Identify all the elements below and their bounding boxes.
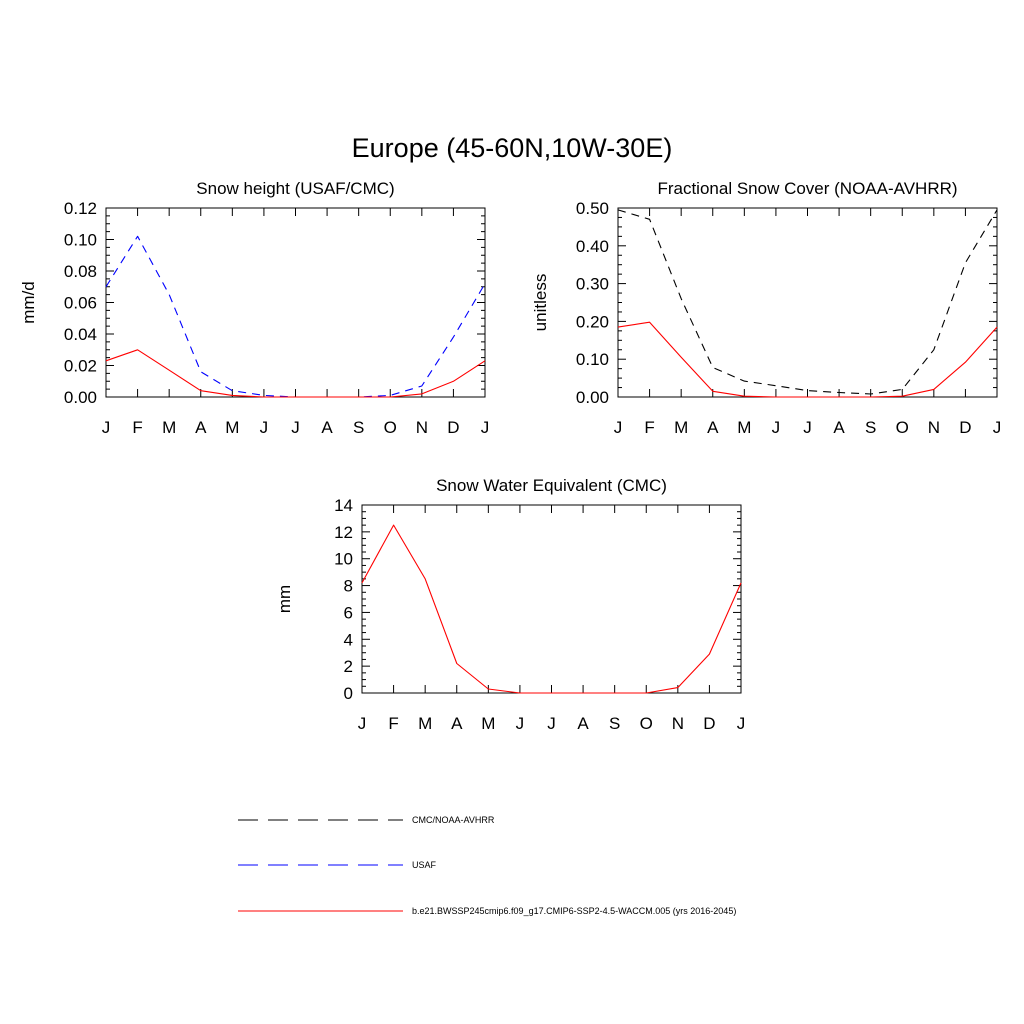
x-tick-label: O bbox=[384, 418, 397, 437]
series-line-b-e21-bwssp245cmip6-f09- bbox=[105, 349, 486, 398]
x-tick-label: M bbox=[481, 714, 495, 733]
x-tick-label: O bbox=[640, 714, 653, 733]
y-tick-label: 12 bbox=[334, 523, 353, 542]
x-tick-label: M bbox=[162, 418, 176, 437]
x-tick-label: J bbox=[614, 418, 623, 437]
x-tick-label: F bbox=[388, 714, 398, 733]
x-tick-label: D bbox=[703, 714, 715, 733]
x-tick-label: D bbox=[959, 418, 971, 437]
y-tick-label: 6 bbox=[344, 603, 353, 622]
y-tick-label: 4 bbox=[344, 630, 353, 649]
x-tick-label: A bbox=[321, 418, 333, 437]
plot-frame bbox=[617, 207, 998, 398]
y-tick-label: 0.06 bbox=[64, 294, 97, 313]
series-line-cmc-noaa-avhrr bbox=[617, 209, 998, 395]
x-tick-label: J bbox=[358, 714, 367, 733]
x-tick-label: N bbox=[416, 418, 428, 437]
y-axis-label: mm/d bbox=[19, 281, 38, 324]
x-tick-label: M bbox=[737, 418, 751, 437]
legend: CMC/NOAA-AVHRR USAF b.e21.BWSSP245cmip6.… bbox=[238, 815, 736, 916]
x-tick-label: J bbox=[516, 714, 525, 733]
y-tick-label: 2 bbox=[344, 657, 353, 676]
x-tick-label: J bbox=[737, 714, 746, 733]
x-tick-label: A bbox=[195, 418, 207, 437]
y-tick-label: 0.02 bbox=[64, 357, 97, 376]
x-tick-label: J bbox=[772, 418, 781, 437]
x-tick-label: A bbox=[451, 714, 463, 733]
y-tick-label: 0.30 bbox=[576, 275, 609, 294]
x-tick-label: J bbox=[803, 418, 812, 437]
y-tick-label: 0.10 bbox=[64, 231, 97, 250]
legend-entry-usaf: USAF bbox=[238, 860, 437, 870]
legend-entry-obs: CMC/NOAA-AVHRR bbox=[238, 815, 495, 825]
plot-frame bbox=[105, 207, 486, 398]
x-tick-label: J bbox=[102, 418, 111, 437]
x-tick-label: J bbox=[291, 418, 300, 437]
legend-label-obs: CMC/NOAA-AVHRR bbox=[412, 815, 495, 825]
legend-entry-model: b.e21.BWSSP245cmip6.f09_g17.CMIP6-SSP2-4… bbox=[238, 906, 736, 916]
y-tick-label: 0 bbox=[344, 684, 353, 703]
y-tick-label: 10 bbox=[334, 550, 353, 569]
x-tick-label: A bbox=[577, 714, 589, 733]
y-tick-label: 0.20 bbox=[576, 312, 609, 331]
chart-title: Snow Water Equivalent (CMC) bbox=[436, 476, 667, 495]
x-tick-label: J bbox=[547, 714, 556, 733]
x-tick-label: S bbox=[865, 418, 876, 437]
y-tick-label: 0.00 bbox=[576, 388, 609, 407]
y-axis-label: unitless bbox=[531, 274, 550, 332]
x-tick-label: O bbox=[896, 418, 909, 437]
chart-title: Fractional Snow Cover (NOAA-AVHRR) bbox=[657, 179, 957, 198]
x-tick-label: A bbox=[707, 418, 719, 437]
x-tick-label: N bbox=[672, 714, 684, 733]
x-tick-label: F bbox=[132, 418, 142, 437]
y-tick-label: 0.00 bbox=[64, 388, 97, 407]
x-tick-label: S bbox=[609, 714, 620, 733]
page-title: Europe (45-60N,10W-30E) bbox=[352, 133, 673, 163]
x-tick-label: D bbox=[447, 418, 459, 437]
x-tick-label: F bbox=[644, 418, 654, 437]
x-tick-label: J bbox=[481, 418, 490, 437]
legend-label-usaf: USAF bbox=[412, 860, 437, 870]
x-tick-label: N bbox=[928, 418, 940, 437]
x-tick-label: J bbox=[993, 418, 1002, 437]
chart-title: Snow height (USAF/CMC) bbox=[196, 179, 394, 198]
y-tick-label: 14 bbox=[334, 496, 353, 515]
series-line-usaf bbox=[105, 235, 486, 398]
plot-frame bbox=[361, 504, 742, 694]
y-tick-label: 8 bbox=[344, 577, 353, 596]
panel-snow-water-equivalent: Snow Water Equivalent (CMC) mm 0 2 4 6 8 10 12 14… bbox=[275, 476, 745, 733]
x-tick-label: M bbox=[674, 418, 688, 437]
panel-fractional-snow-cover: Fractional Snow Cover (NOAA-AVHRR) unitle… bbox=[531, 179, 1001, 437]
y-tick-label: 0.08 bbox=[64, 262, 97, 281]
legend-label-model: b.e21.BWSSP245cmip6.f09_g17.CMIP6-SSP2-4… bbox=[412, 906, 736, 916]
y-tick-label: 0.40 bbox=[576, 237, 609, 256]
y-tick-label: 0.50 bbox=[576, 199, 609, 218]
x-tick-label: J bbox=[260, 418, 269, 437]
series-line-b-e21-bwssp245cmip6-f09- bbox=[617, 321, 998, 398]
y-tick-label: 0.04 bbox=[64, 325, 97, 344]
panel-snow-height: Snow height (USAF/CMC) mm/d 0.00 0.02 0.04 0.… bbox=[19, 179, 489, 437]
y-axis-label: mm bbox=[275, 585, 294, 613]
x-tick-label: S bbox=[353, 418, 364, 437]
series-line-b-e21-bwssp245cmip6-f09- bbox=[361, 524, 742, 694]
y-tick-label: 0.12 bbox=[64, 199, 97, 218]
x-tick-label: M bbox=[225, 418, 239, 437]
x-tick-label: M bbox=[418, 714, 432, 733]
y-tick-label: 0.10 bbox=[576, 350, 609, 369]
x-tick-label: A bbox=[833, 418, 845, 437]
